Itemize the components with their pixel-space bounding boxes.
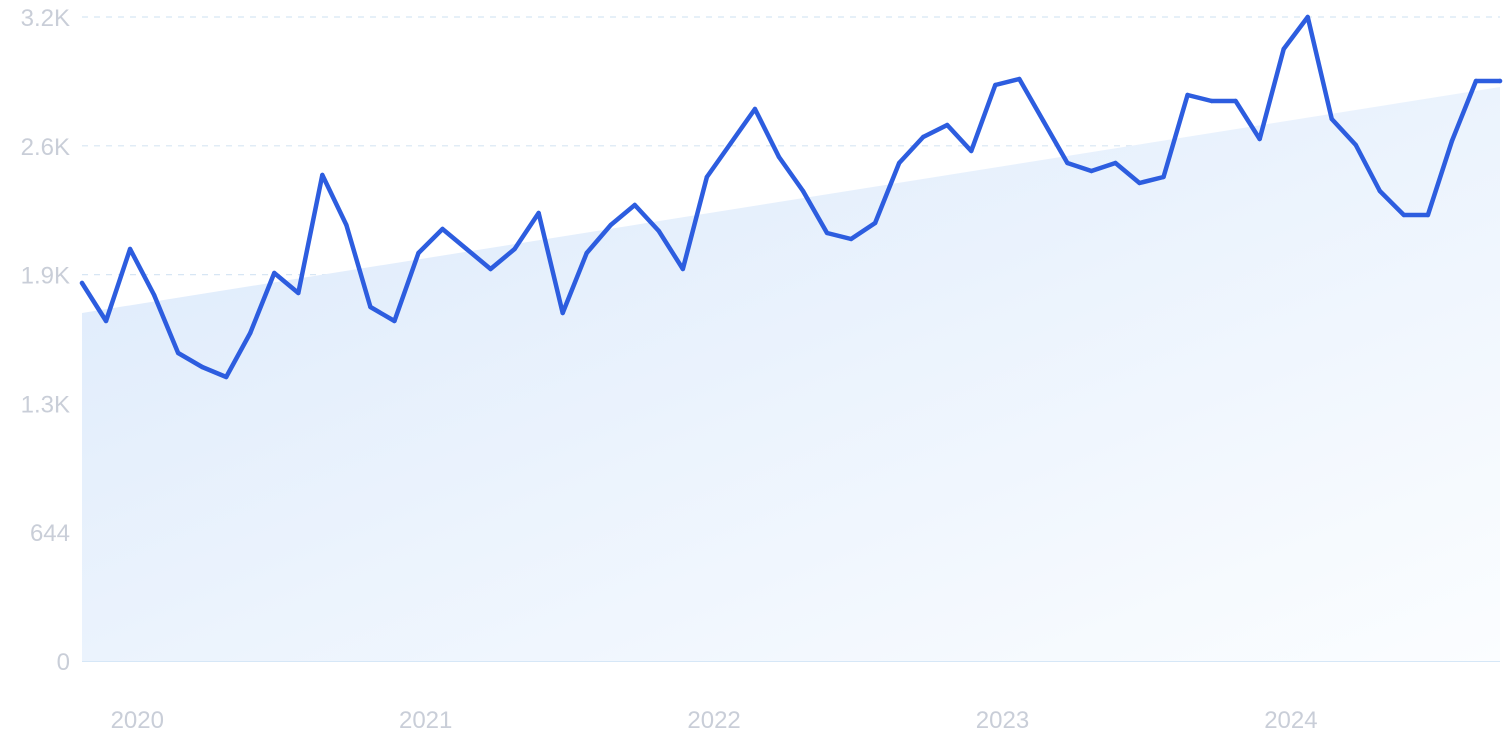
x-tick-label: 2024 xyxy=(1264,707,1317,734)
data-point[interactable] xyxy=(632,202,637,208)
data-point[interactable] xyxy=(1185,92,1190,98)
data-point[interactable] xyxy=(272,270,277,276)
data-point[interactable] xyxy=(1497,78,1503,84)
data-point[interactable] xyxy=(752,106,758,112)
data-point[interactable] xyxy=(368,304,373,310)
data-point[interactable] xyxy=(1353,142,1358,148)
data-point[interactable] xyxy=(800,188,806,194)
data-point[interactable] xyxy=(920,134,926,140)
y-tick-label: 1.9K xyxy=(21,263,70,290)
data-point[interactable] xyxy=(969,148,974,154)
data-point[interactable] xyxy=(1377,188,1383,194)
data-point[interactable] xyxy=(1209,98,1214,104)
data-point[interactable] xyxy=(608,222,613,228)
data-point[interactable] xyxy=(656,228,662,234)
data-point[interactable] xyxy=(1425,212,1431,218)
data-point[interactable] xyxy=(416,250,421,256)
y-tick-label: 0 xyxy=(57,649,70,676)
data-point[interactable] xyxy=(344,222,349,228)
data-point[interactable] xyxy=(560,310,565,316)
data-point[interactable] xyxy=(1329,116,1334,122)
y-tick-label: 3.2K xyxy=(21,5,70,32)
data-point[interactable] xyxy=(824,230,830,236)
y-tick-label: 2.6K xyxy=(21,134,70,161)
data-point[interactable] xyxy=(848,236,854,242)
series-line xyxy=(79,14,1503,380)
data-point[interactable] xyxy=(248,330,253,336)
data-point[interactable] xyxy=(1161,174,1166,180)
data-point[interactable] xyxy=(704,174,710,180)
data-point[interactable] xyxy=(1041,118,1046,124)
data-point[interactable] xyxy=(1233,98,1238,104)
series xyxy=(79,14,1503,380)
data-point[interactable] xyxy=(776,154,782,160)
data-point[interactable] xyxy=(584,250,589,256)
x-tick-label: 2021 xyxy=(399,707,452,734)
data-point[interactable] xyxy=(1257,136,1262,142)
data-point[interactable] xyxy=(1449,138,1455,144)
data-point[interactable] xyxy=(1305,14,1310,20)
data-point[interactable] xyxy=(1113,160,1118,166)
data-point[interactable] xyxy=(1473,78,1479,84)
data-point[interactable] xyxy=(1065,160,1070,166)
data-point[interactable] xyxy=(728,140,734,146)
data-point[interactable] xyxy=(296,290,301,296)
data-point[interactable] xyxy=(127,246,133,252)
data-point[interactable] xyxy=(224,374,229,380)
data-point[interactable] xyxy=(512,246,517,252)
data-point[interactable] xyxy=(993,82,998,88)
data-point[interactable] xyxy=(103,318,109,324)
x-tick-label: 2022 xyxy=(687,707,740,734)
data-point[interactable] xyxy=(392,318,397,324)
trend-area xyxy=(82,87,1500,661)
y-tick-label: 1.3K xyxy=(21,391,70,418)
data-point[interactable] xyxy=(488,266,493,272)
data-point[interactable] xyxy=(464,246,469,252)
data-point[interactable] xyxy=(536,210,541,216)
x-tick-label: 2020 xyxy=(111,707,164,734)
data-point[interactable] xyxy=(440,226,445,232)
x-axis: 2020 2021 2022 2023 2024 xyxy=(111,707,1318,734)
data-point[interactable] xyxy=(151,292,157,298)
data-point[interactable] xyxy=(175,350,181,356)
data-point[interactable] xyxy=(320,172,325,178)
data-point[interactable] xyxy=(945,122,950,128)
data-point[interactable] xyxy=(1281,46,1286,52)
data-point[interactable] xyxy=(79,280,85,286)
data-point[interactable] xyxy=(1137,180,1142,186)
y-axis: 0 644 1.3K 1.9K 2.6K 3.2K xyxy=(21,5,70,676)
data-point[interactable] xyxy=(1089,168,1094,174)
data-point[interactable] xyxy=(680,266,686,272)
data-point[interactable] xyxy=(1017,76,1022,82)
data-point[interactable] xyxy=(872,220,878,226)
data-point[interactable] xyxy=(199,364,205,370)
x-tick-label: 2023 xyxy=(976,707,1029,734)
data-point[interactable] xyxy=(896,160,902,166)
y-tick-label: 644 xyxy=(30,520,70,547)
trend-area-fill xyxy=(82,87,1500,661)
data-point[interactable] xyxy=(1401,212,1407,218)
